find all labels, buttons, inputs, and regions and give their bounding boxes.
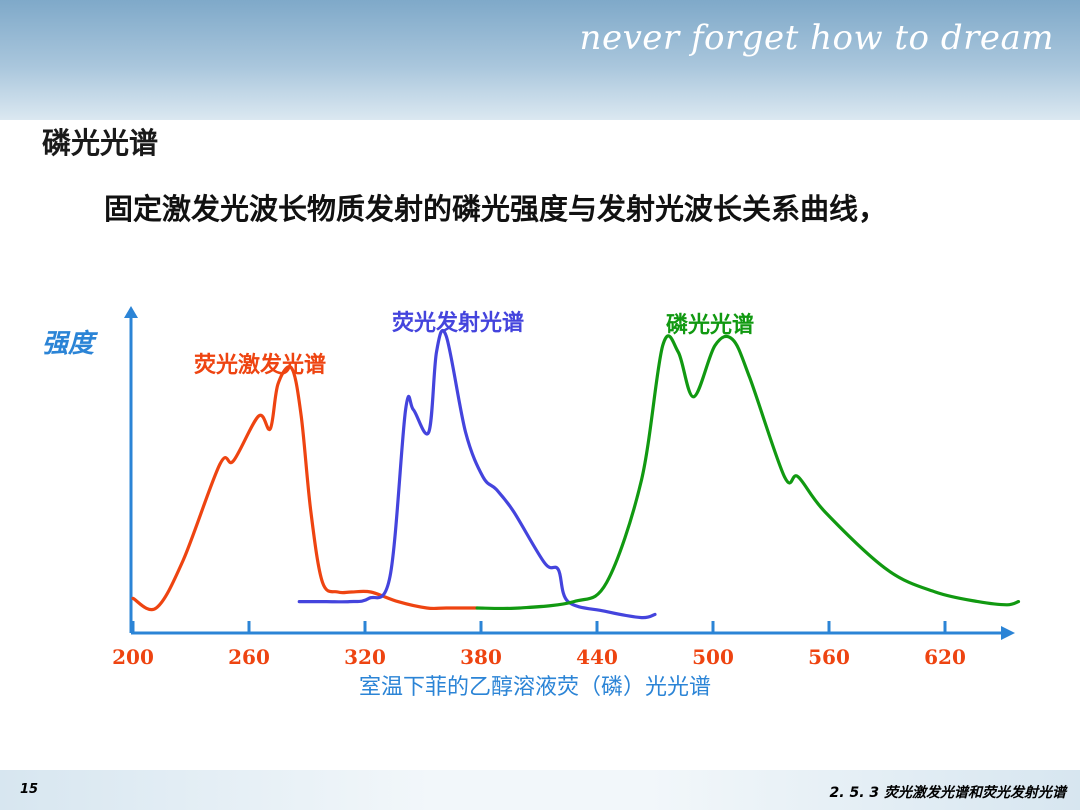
x-tick-label: 200 xyxy=(112,645,154,669)
slide-title: 磷光光谱 xyxy=(42,126,159,160)
spectrum-chart-svg: 强度 200 260 320 380 440 500 560 620 室温下菲的乙醇溶液荧（磷）光… xyxy=(42,306,1021,700)
page-number: 15 xyxy=(20,782,39,797)
x-tick-label: 500 xyxy=(692,645,734,669)
x-tick-label: 560 xyxy=(808,645,850,669)
phosphorescence-line xyxy=(475,334,1021,611)
footer-bar xyxy=(0,770,1080,810)
x-tick-label: 260 xyxy=(228,645,270,669)
legend-phosphorescence: 磷光光谱 xyxy=(666,312,754,338)
legend-fluorescence: 荧光发射光谱 xyxy=(392,310,524,336)
slide-description: 固定激发光波长物质发射的磷光强度与发射光波长关系曲线， xyxy=(104,192,888,226)
excitation-spectrum-line xyxy=(131,365,479,612)
x-axis-arrow xyxy=(1001,626,1015,640)
x-tick-label: 440 xyxy=(576,645,618,669)
footer-section-title: 2. 5. 3 荧光激发光谱和荧光发射光谱 xyxy=(829,785,1066,801)
x-axis-label: 室温下菲的乙醇溶液荧（磷）光光谱 xyxy=(359,675,711,700)
legend-excitation: 荧光激发光谱 xyxy=(194,352,326,378)
spectrum-chart: 强度 200 260 320 380 440 500 560 620 室温下菲的乙醇溶液荧（磷）光… xyxy=(0,290,1080,710)
x-tick-label: 380 xyxy=(460,645,502,669)
x-tick-label: 620 xyxy=(924,645,966,669)
fluorescence-emission-line xyxy=(297,329,657,620)
header-banner: never forget how to dream xyxy=(0,0,1080,120)
y-axis-arrow xyxy=(124,306,138,318)
header-slogan: never forget how to dream xyxy=(579,18,1054,58)
y-axis-label: 强度 xyxy=(42,329,99,359)
x-tick-label: 320 xyxy=(344,645,386,669)
